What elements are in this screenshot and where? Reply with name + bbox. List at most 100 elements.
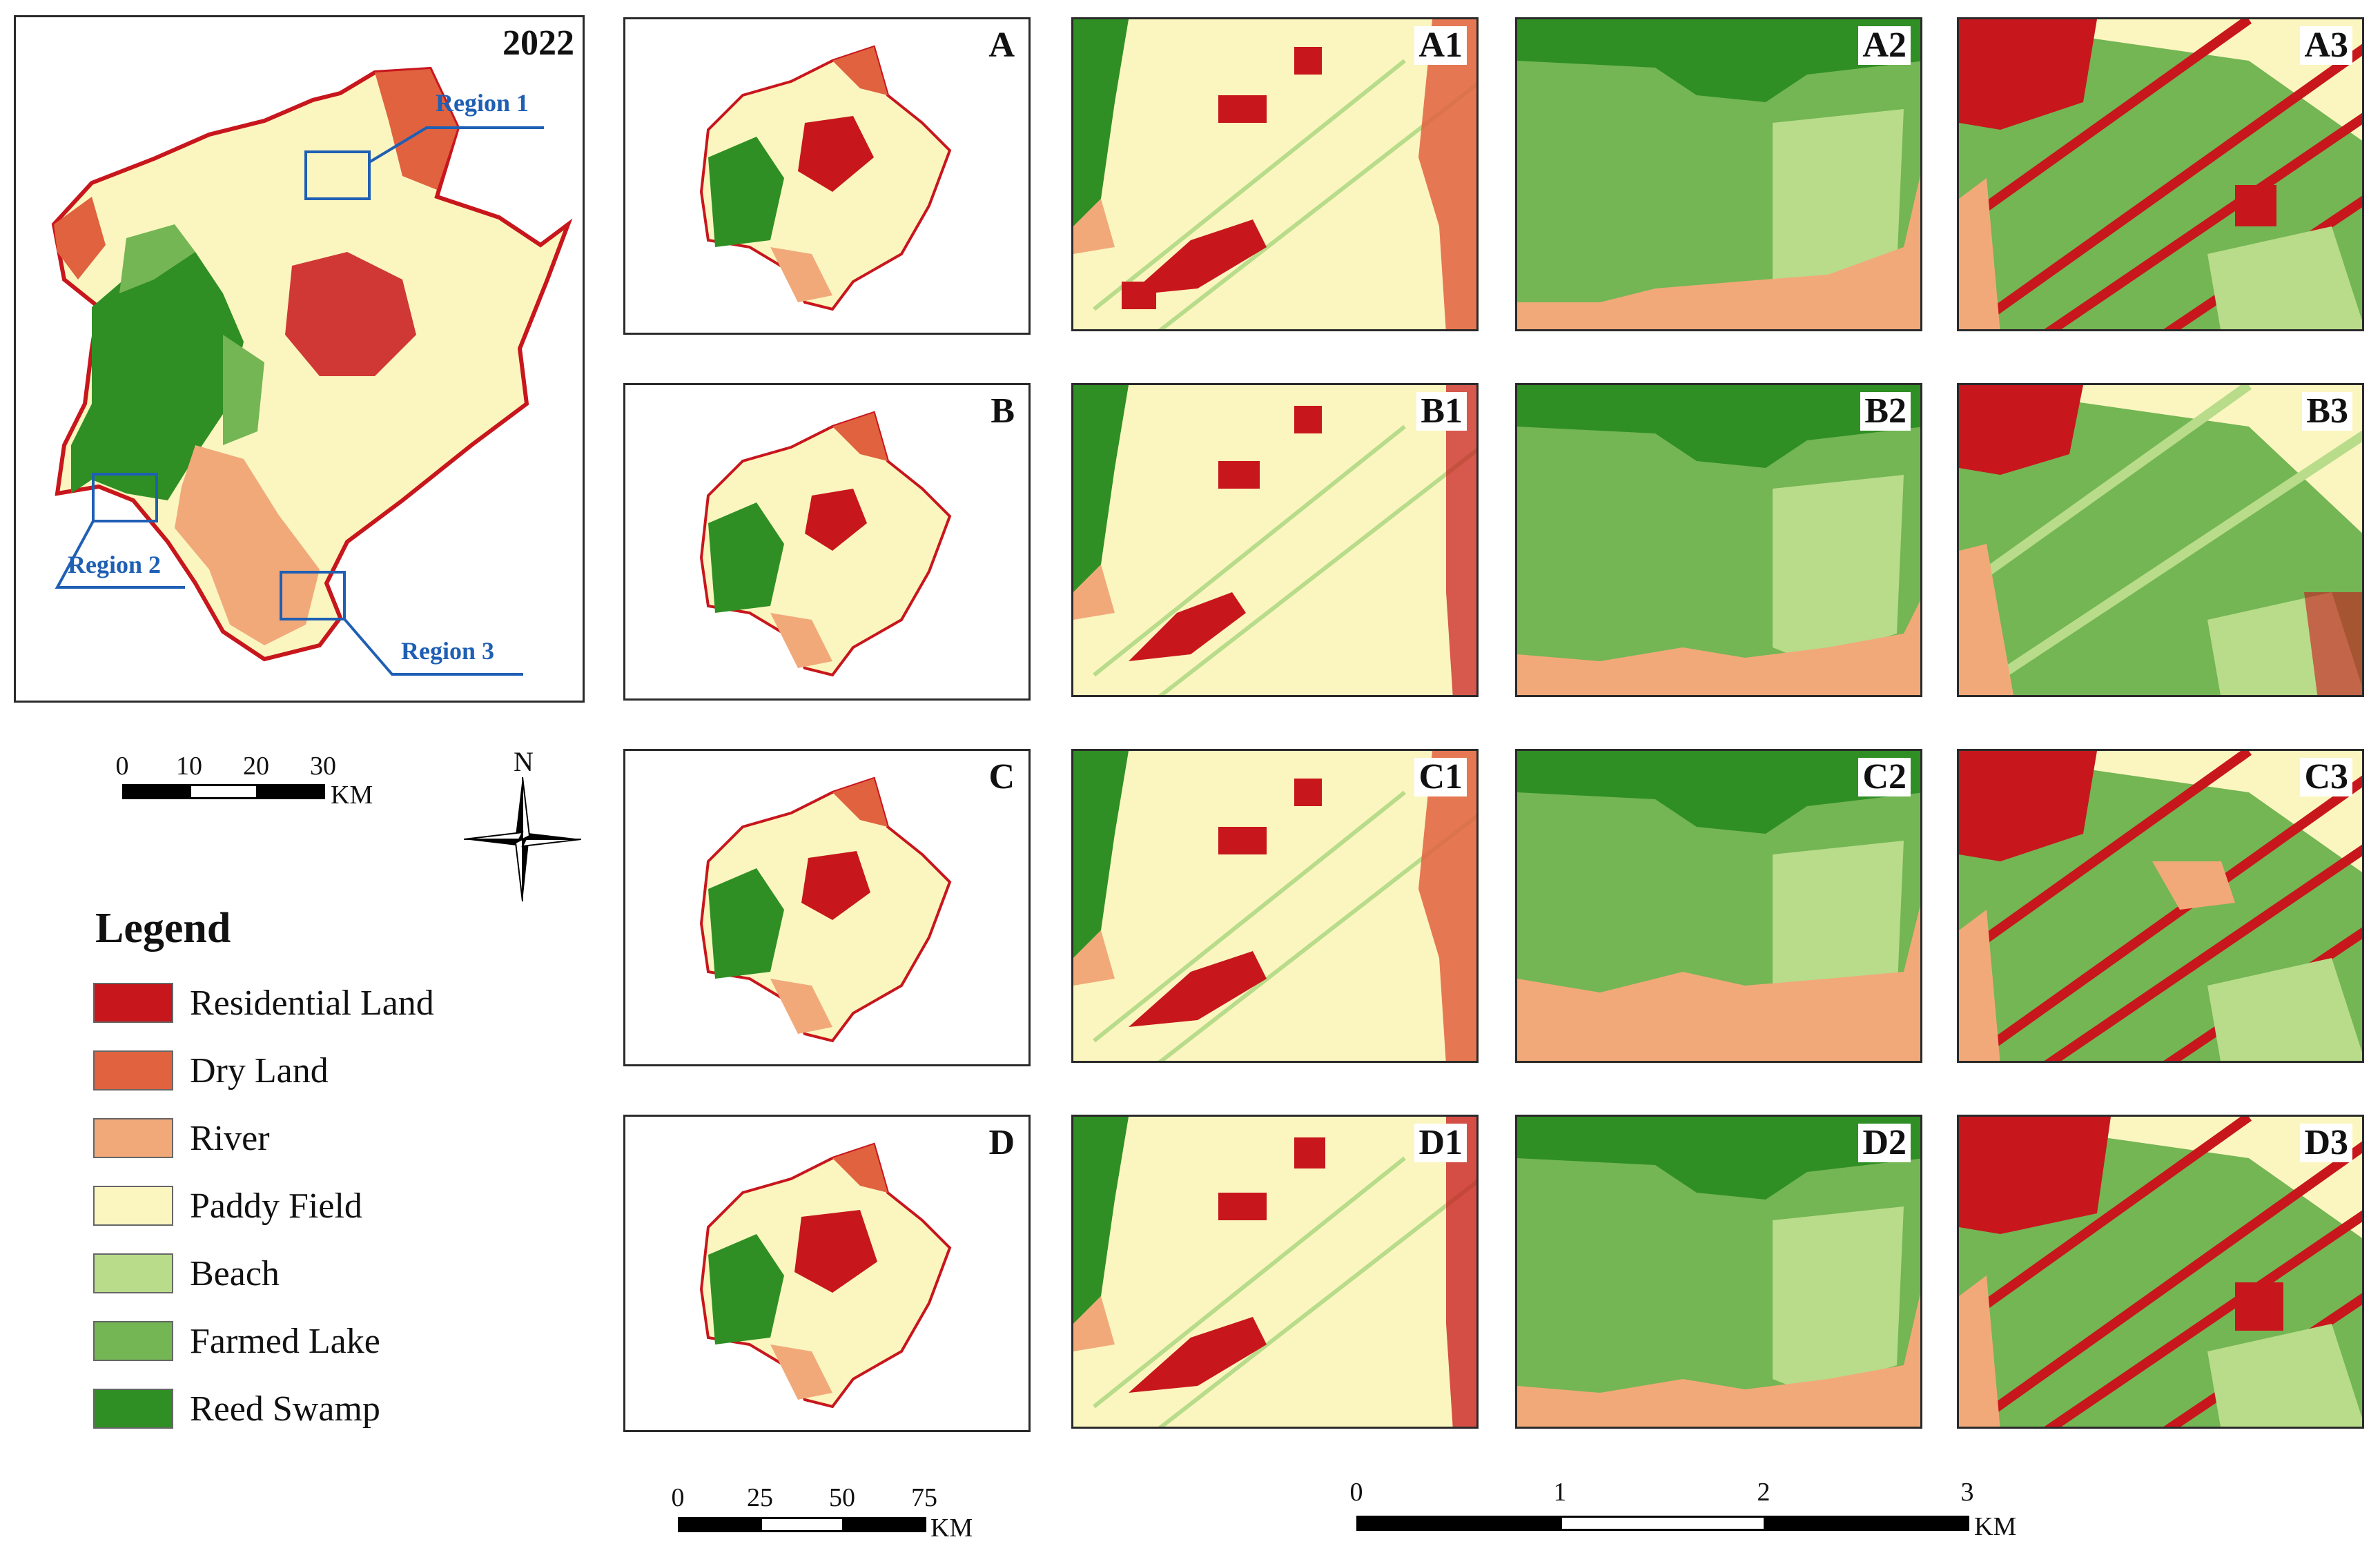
detail-panel-b2: B2 xyxy=(1515,383,1922,697)
overview-river xyxy=(175,445,320,645)
legend-label: Farmed Lake xyxy=(190,1322,380,1361)
detail-panel-c2: C2 xyxy=(1515,749,1922,1063)
detail-scale-tick: 0 xyxy=(1349,1478,1363,1507)
detail-panel-a2: A2 xyxy=(1515,17,1922,331)
region-2-label: Region 2 xyxy=(68,551,161,578)
legend-label: Dry Land xyxy=(190,1051,329,1091)
legend-label: River xyxy=(190,1119,270,1158)
overview-farmed-lake xyxy=(119,224,264,445)
detail-label: A1 xyxy=(1414,26,1467,65)
thumbnail-scale-tick: 0 xyxy=(671,1483,685,1512)
detail-map-region-1 xyxy=(1073,751,1476,1061)
detail-scale-unit: KM xyxy=(1974,1512,2017,1541)
region-2-leader xyxy=(55,520,185,589)
detail-label: C3 xyxy=(2300,758,2352,796)
detail-map-region-1 xyxy=(1073,385,1476,695)
detail-panel-b3: B3 xyxy=(1957,383,2364,697)
detail-map-region-2 xyxy=(1517,751,1920,1061)
region-3-box xyxy=(280,571,346,620)
detail-label: B1 xyxy=(1416,392,1467,431)
detail-label: D2 xyxy=(1858,1124,1911,1162)
thumbnail-map xyxy=(699,411,952,677)
thumbnail-map xyxy=(699,45,952,311)
thumbnail-scale-unit: KM xyxy=(930,1514,973,1543)
detail-label: B2 xyxy=(1860,392,1911,431)
legend-swatch xyxy=(93,1050,173,1091)
detail-label: C1 xyxy=(1414,758,1467,796)
thumbnail-panel-c: C xyxy=(623,749,1031,1066)
detail-map-region-1 xyxy=(1073,19,1476,329)
thumbnail-label: D xyxy=(984,1124,1019,1162)
detail-panel-c1: C1 xyxy=(1071,749,1479,1063)
thumbnail-label: A xyxy=(984,26,1019,65)
region-1-leader xyxy=(368,126,544,164)
north-arrow: N xyxy=(464,745,581,902)
detail-label: A3 xyxy=(2300,26,2352,65)
detail-panel-d2: D2 xyxy=(1515,1115,1922,1429)
detail-panel-b1: B1 xyxy=(1071,383,1479,697)
legend-label: Reed Swamp xyxy=(190,1389,380,1429)
overview-scale-tick: 20 xyxy=(243,752,269,781)
legend-swatch xyxy=(93,1118,173,1158)
detail-label: B3 xyxy=(2302,392,2352,431)
legend-label: Paddy Field xyxy=(190,1186,362,1226)
compass-rose-icon xyxy=(464,776,581,902)
thumbnail-map xyxy=(699,776,952,1043)
overview-map-panel: 2022 Region 1 Region 2 Region 3 xyxy=(14,15,585,703)
legend-swatch xyxy=(93,1186,173,1226)
detail-map-region-1 xyxy=(1073,1117,1476,1427)
thumbnail-scale-tick: 25 xyxy=(747,1483,773,1512)
overview-scale-unit: KM xyxy=(331,781,373,810)
overview-scale-tick: 0 xyxy=(115,752,129,781)
thumbnail-scale-bar: 0 25 50 75 KM xyxy=(672,1483,982,1545)
thumbnail-panel-a: A xyxy=(623,17,1031,335)
detail-map-region-3 xyxy=(1959,19,2362,329)
legend-label: Residential Land xyxy=(190,984,434,1023)
thumbnail-panel-d: D xyxy=(623,1115,1031,1432)
legend-swatch xyxy=(93,1253,173,1293)
detail-label: D1 xyxy=(1414,1124,1467,1162)
detail-scale-tick: 3 xyxy=(1960,1478,1974,1507)
thumbnail-label: B xyxy=(986,392,1019,431)
region-1-label: Region 1 xyxy=(436,89,529,117)
legend-swatch xyxy=(93,983,173,1023)
region-2-box xyxy=(92,473,158,522)
detail-scale-bar: 0 1 2 3 KM xyxy=(1350,1477,2033,1541)
legend-title: Legend xyxy=(95,905,231,952)
detail-map-region-3 xyxy=(1959,385,2362,695)
overview-dry-land xyxy=(54,69,458,280)
detail-panel-d3: D3 xyxy=(1957,1115,2364,1429)
legend-label: Beach xyxy=(190,1254,280,1293)
legend-swatch xyxy=(93,1389,173,1429)
detail-label: D3 xyxy=(2300,1124,2352,1162)
detail-map-region-2 xyxy=(1517,385,1920,695)
detail-map-region-2 xyxy=(1517,19,1920,329)
legend-swatch xyxy=(93,1321,173,1361)
thumbnail-panel-b: B xyxy=(623,383,1031,701)
detail-panel-a1: A1 xyxy=(1071,17,1479,331)
overview-scale-tick: 10 xyxy=(176,752,202,781)
detail-panel-c3: C3 xyxy=(1957,749,2364,1063)
overview-map xyxy=(51,66,573,676)
thumbnail-scale-tick: 75 xyxy=(911,1483,937,1512)
detail-label: C2 xyxy=(1858,758,1911,796)
thumbnail-map xyxy=(699,1142,952,1409)
overview-scale-tick: 30 xyxy=(310,752,336,781)
overview-year-label: 2022 xyxy=(498,24,578,63)
thumbnail-label: C xyxy=(984,758,1019,796)
overview-reed-swamp xyxy=(71,252,244,500)
detail-map-region-3 xyxy=(1959,1117,2362,1427)
detail-label: A2 xyxy=(1858,26,1911,65)
region-1-box xyxy=(304,150,371,200)
overview-scale-bar: 0 10 20 30 KM xyxy=(116,751,412,810)
detail-map-region-2 xyxy=(1517,1117,1920,1427)
thumbnail-scale-tick: 50 xyxy=(829,1483,855,1512)
region-3-label: Region 3 xyxy=(401,637,494,665)
detail-map-region-3 xyxy=(1959,751,2362,1061)
overview-residential-core xyxy=(285,252,416,376)
detail-panel-d1: D1 xyxy=(1071,1115,1479,1429)
detail-panel-a3: A3 xyxy=(1957,17,2364,331)
detail-scale-tick: 1 xyxy=(1553,1478,1567,1507)
detail-scale-tick: 2 xyxy=(1757,1478,1771,1507)
region-3-leader xyxy=(343,618,523,676)
